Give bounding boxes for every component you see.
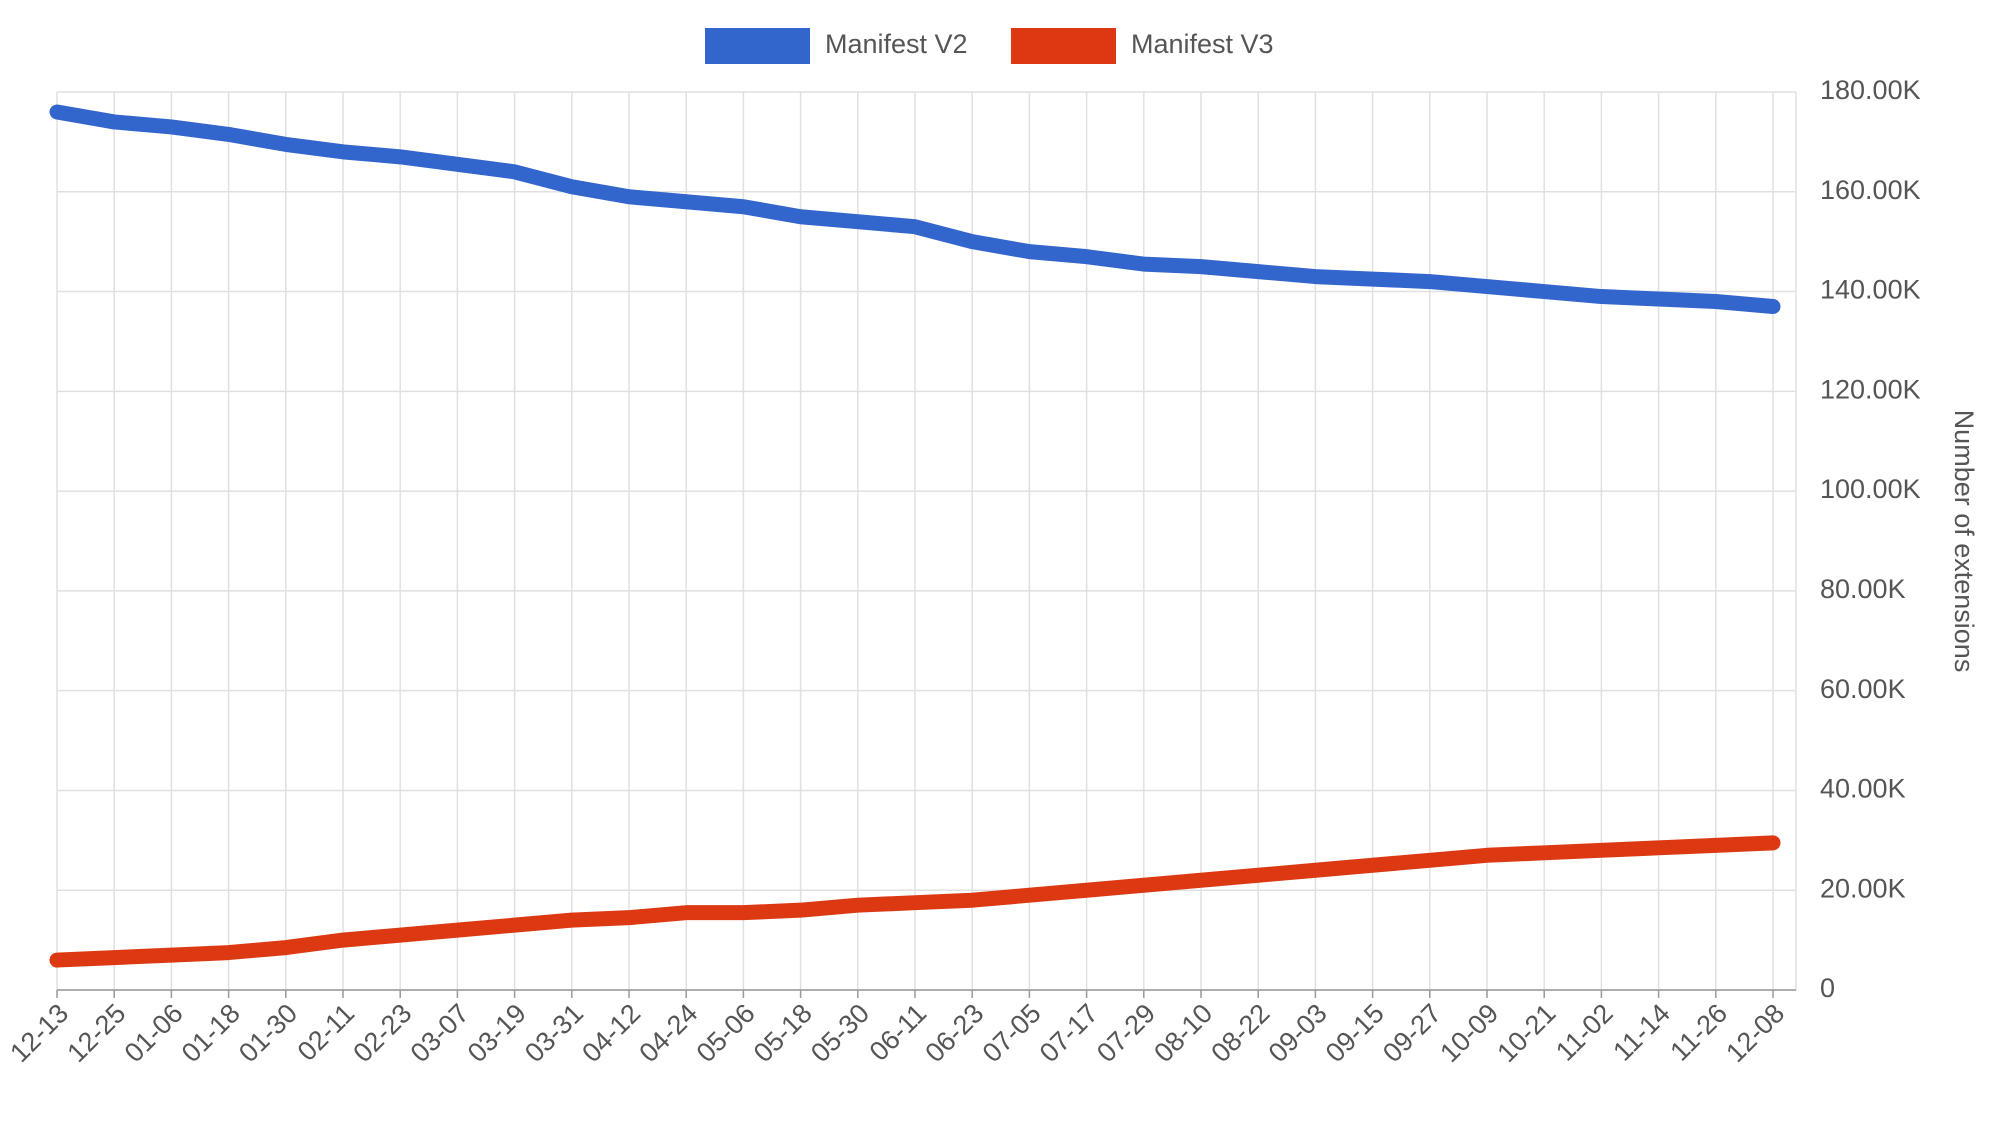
x-tick-label: 02-11	[292, 998, 361, 1067]
x-tick-label: 01-06	[119, 998, 189, 1068]
x-tick-label: 06-11	[864, 998, 933, 1067]
x-tick-label: 05-06	[691, 998, 761, 1068]
series-line	[49, 835, 1781, 968]
x-tick-label: 12-13	[4, 998, 74, 1068]
y-tick-label: 60.00K	[1820, 674, 1906, 704]
x-tick-label: 10-21	[1491, 998, 1561, 1068]
x-tick-label: 03-19	[462, 998, 532, 1068]
y-tick-label: 160.00K	[1820, 175, 1921, 205]
y-tick-label: 120.00K	[1820, 374, 1921, 404]
legend-label: Manifest V3	[1131, 29, 1274, 59]
y-tick-label: 0	[1820, 973, 1835, 1003]
x-tick-label: 03-31	[519, 998, 589, 1068]
x-tick-label: 09-27	[1377, 998, 1447, 1068]
x-tick-label: 08-22	[1205, 998, 1275, 1068]
x-tick-label: 05-18	[748, 998, 818, 1068]
legend-swatch	[705, 28, 810, 64]
x-tick-label: 07-05	[977, 998, 1047, 1068]
x-tick-label: 12-08	[1720, 998, 1790, 1068]
x-tick-label: 01-18	[176, 998, 246, 1068]
x-tick-label: 09-03	[1263, 998, 1333, 1068]
x-tick-label: 10-09	[1434, 998, 1504, 1068]
x-tick-label: 06-23	[919, 998, 989, 1068]
x-tick-label: 03-07	[405, 998, 475, 1068]
y-tick-label: 40.00K	[1820, 774, 1906, 804]
y-axis-title: Number of extensions	[1949, 410, 1979, 673]
series-line	[49, 104, 1781, 315]
legend-swatch	[1011, 28, 1116, 64]
y-tick-label: 180.00K	[1820, 75, 1921, 105]
x-tick-label: 08-10	[1148, 998, 1218, 1068]
x-tick-label: 11-26	[1664, 998, 1733, 1067]
x-tick-label: 04-24	[633, 998, 703, 1068]
x-tick-label: 09-15	[1320, 998, 1390, 1068]
x-tick-label: 07-17	[1034, 998, 1104, 1068]
x-tick-label: 01-30	[233, 998, 303, 1068]
y-tick-label: 140.00K	[1820, 275, 1921, 305]
y-tick-label: 100.00K	[1820, 474, 1921, 504]
x-tick-label: 12-25	[61, 998, 131, 1068]
x-tick-label: 07-29	[1091, 998, 1161, 1068]
x-tick-label: 11-14	[1607, 998, 1676, 1067]
legend-label: Manifest V2	[825, 29, 968, 59]
y-tick-label: 80.00K	[1820, 574, 1906, 604]
y-tick-label: 20.00K	[1820, 873, 1906, 903]
x-tick-label: 05-30	[805, 998, 875, 1068]
x-tick-label: 02-23	[347, 998, 417, 1068]
x-tick-label: 11-02	[1550, 998, 1619, 1067]
x-tick-label: 04-12	[576, 998, 646, 1068]
